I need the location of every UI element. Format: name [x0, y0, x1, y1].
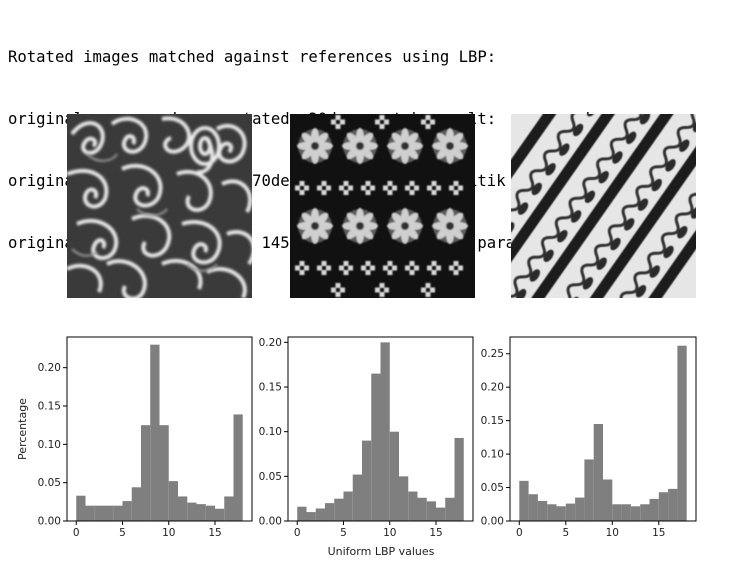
histogram-bar [547, 504, 557, 521]
histogram-bar [104, 505, 114, 521]
x-axis-label: Uniform LBP values [328, 545, 435, 558]
x-tick-label: 5 [340, 527, 347, 539]
histogram-1: 0 5 10 15 0.00 0.05 0.10 0.15 0.20 [38, 336, 253, 539]
histogram-bar [233, 414, 243, 521]
y-tick-label: 0.05 [38, 477, 61, 489]
x-tick-label: 10 [606, 527, 619, 539]
y-tick-label: 0.20 [481, 382, 504, 394]
histogram-bar [556, 506, 566, 521]
y-tick-label: 0.15 [481, 415, 504, 427]
histogram-bar [94, 505, 104, 521]
histogram-bar [362, 440, 372, 521]
x-tick-label: 15 [429, 527, 442, 539]
histogram-bar [445, 497, 455, 521]
histogram-bar [205, 505, 215, 521]
y-tick-label: 0.00 [259, 516, 282, 528]
y-tick-label: 0.25 [481, 348, 504, 360]
histogram-bar [325, 503, 335, 521]
axes-frame [509, 336, 697, 522]
x-tick-label: 5 [562, 527, 569, 539]
histogram-bar [658, 492, 669, 521]
histogram-bar [113, 505, 123, 521]
histogram-bar [426, 501, 436, 521]
histogram-bar [528, 494, 538, 521]
axes-frame [287, 336, 474, 522]
lbp-histograms: Percentage Uniform LBP values 0 5 10 15 0.00… [16, 336, 697, 558]
histogram-bar [454, 437, 464, 521]
histogram-bar [436, 507, 446, 521]
histogram-bar [668, 488, 678, 521]
x-tick-label: 0 [516, 527, 523, 539]
parang-texture [511, 114, 696, 298]
histogram-bar [677, 345, 687, 521]
histogram-bar [187, 502, 197, 521]
histogram-bar [178, 496, 188, 521]
y-tick-label: 0.05 [259, 471, 282, 483]
megamendung-texture [67, 114, 252, 298]
histogram-bar [131, 487, 141, 521]
histogram-bar [168, 481, 178, 521]
y-tick-label: 0.10 [259, 426, 282, 438]
x-tick-label: 10 [162, 527, 175, 539]
histogram-bar [76, 495, 86, 521]
histogram-bar [352, 474, 362, 521]
histogram-bar [575, 497, 585, 521]
y-tick-label: 0.05 [481, 482, 504, 494]
histogram-bar [399, 476, 409, 521]
y-tick-label: 0.10 [481, 449, 504, 461]
histogram-bar [141, 425, 151, 521]
histogram-bar [584, 459, 594, 521]
histogram-bar [389, 431, 399, 521]
y-axis-label: Percentage [16, 398, 29, 460]
x-tick-label: 0 [73, 527, 80, 539]
histogram-bar [612, 504, 622, 521]
x-tick-label: 15 [208, 527, 221, 539]
y-tick-label: 0.20 [38, 362, 61, 374]
histogram-bar [297, 506, 307, 521]
x-tick-label: 10 [383, 527, 396, 539]
histogram-bar [150, 344, 160, 521]
x-tick-label: 5 [119, 527, 126, 539]
histogram-bar [343, 491, 353, 521]
axes-frame [66, 336, 253, 522]
histogram-bar [224, 496, 234, 521]
parang-image [511, 114, 696, 298]
nitik-image [290, 114, 475, 298]
y-tick-label: 0.00 [38, 516, 61, 528]
histogram-bar [408, 491, 418, 521]
y-tick-label: 0.15 [259, 382, 282, 394]
histogram-bar [649, 498, 659, 521]
histogram-bar [159, 425, 169, 521]
x-tick-label: 15 [652, 527, 665, 539]
histogram-bar [380, 342, 390, 521]
x-tick-label: 0 [294, 527, 301, 539]
nitik-texture [290, 114, 475, 298]
histogram-bar [630, 506, 641, 521]
histogram-bar [122, 501, 132, 521]
histogram-bar [640, 504, 650, 521]
histogram-bar [603, 479, 613, 521]
y-tick-label: 0.10 [38, 439, 61, 451]
histogram-bar [196, 504, 206, 521]
histogram-bar [621, 504, 631, 521]
histogram-bar [371, 373, 381, 521]
histogram-3: 0 5 10 15 0.00 0.05 0.10 0.15 0.20 0.25 [481, 336, 697, 539]
y-tick-label: 0.15 [38, 401, 61, 413]
histogram-bar [85, 505, 95, 521]
megamendung-image [67, 114, 252, 298]
histogram-2: 0 5 10 15 0.00 0.05 0.10 0.15 0.20 [259, 336, 474, 539]
histogram-bar [417, 497, 427, 521]
histogram-bar [315, 508, 325, 521]
y-tick-label: 0.20 [259, 337, 282, 349]
output-line-header: Rotated images matched against reference… [8, 48, 497, 67]
histogram-bar [519, 480, 529, 521]
histogram-bar [215, 508, 225, 521]
histogram-bar [593, 423, 603, 521]
y-tick-label: 0.00 [481, 516, 504, 528]
histogram-bar [334, 498, 344, 521]
histogram-bar [565, 503, 576, 521]
histogram-bar [537, 500, 548, 521]
histogram-bar [306, 512, 316, 521]
